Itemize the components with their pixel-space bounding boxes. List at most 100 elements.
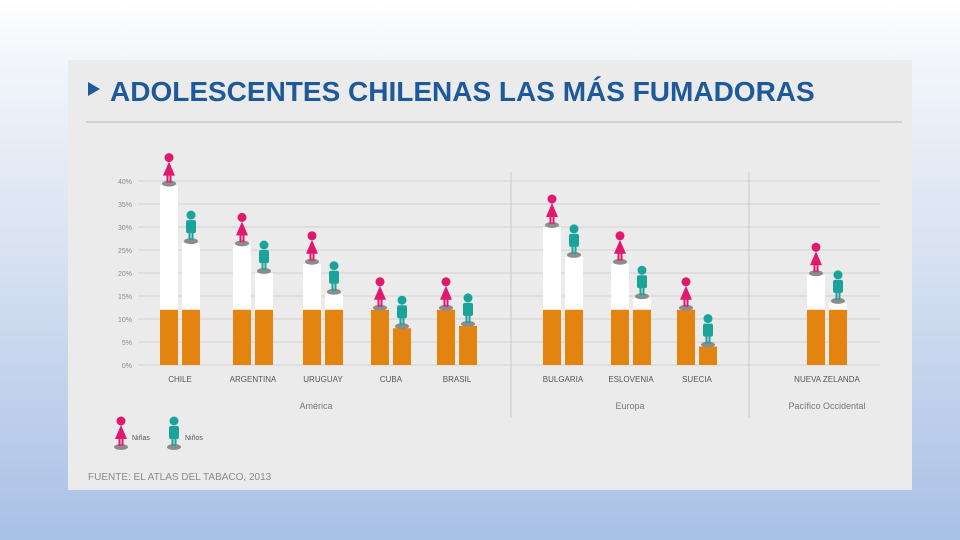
- figure-leg: [402, 317, 405, 326]
- bar-base: [437, 309, 455, 365]
- figure-leg: [574, 245, 577, 254]
- category-label: BULGARIA: [543, 375, 584, 384]
- figure-head: [164, 153, 174, 163]
- figure-leg: [121, 438, 124, 446]
- figure-head: [397, 295, 407, 305]
- pedestal: [305, 258, 319, 265]
- figure-head: [811, 242, 821, 252]
- y-tick-label: 20%: [118, 271, 132, 278]
- pedestal: [831, 297, 845, 304]
- bar-upper: [182, 243, 200, 310]
- girls-bar: [807, 275, 825, 365]
- figure-dress: [306, 239, 318, 254]
- boy-figure-icon: [257, 240, 271, 274]
- girl-figure-icon: [679, 277, 693, 311]
- pedestal: [257, 268, 271, 274]
- girl-figure-icon: [545, 194, 559, 228]
- figure-head: [169, 416, 179, 426]
- y-tick-label: 5%: [122, 340, 132, 347]
- figure-body: [569, 233, 579, 247]
- pedestal: [162, 180, 176, 187]
- figure-body: [703, 323, 713, 337]
- boys-bar: [325, 293, 343, 365]
- figure-leg: [188, 232, 191, 241]
- boy-figure-icon: [167, 416, 181, 450]
- figure-head: [615, 231, 625, 241]
- girls-bar: [611, 263, 629, 365]
- figure-leg: [549, 216, 552, 224]
- figure-leg: [239, 234, 242, 243]
- pedestal: [545, 222, 559, 228]
- region-label: Europa: [615, 401, 644, 411]
- figure-body: [637, 275, 647, 289]
- figure-leg: [264, 262, 267, 270]
- figure-leg: [174, 438, 177, 446]
- boy-figure-icon: [395, 295, 409, 330]
- figure-body: [169, 426, 179, 439]
- pedestal: [567, 251, 581, 258]
- figure-head: [703, 314, 713, 324]
- boy-figure-icon: [184, 210, 198, 245]
- figure-leg: [399, 317, 402, 326]
- y-tick-label: 25%: [118, 248, 132, 255]
- bar-base: [633, 309, 651, 365]
- bar-base: [543, 309, 561, 365]
- figure-head: [116, 416, 126, 426]
- bar-base: [677, 309, 695, 365]
- bar-base: [371, 309, 389, 365]
- girl-figure-icon: [162, 153, 176, 187]
- figure-leg: [686, 298, 689, 307]
- region-label: América: [299, 401, 332, 411]
- bar-base: [699, 346, 717, 365]
- boys-bar: [633, 298, 651, 365]
- boy-figure-icon: [635, 265, 649, 300]
- girl-figure-icon: [613, 231, 627, 265]
- figure-head: [186, 210, 196, 220]
- bar-base: [807, 309, 825, 365]
- boys-bar: [829, 302, 847, 365]
- category-label: SUECIA: [682, 375, 712, 384]
- y-tick-label: 10%: [118, 317, 132, 324]
- figure-body: [833, 279, 843, 293]
- figure-head: [833, 270, 843, 280]
- boys-bar: [255, 273, 273, 365]
- girls-bar: [160, 185, 178, 365]
- figure-leg: [377, 298, 380, 307]
- chart-panel: ADOLESCENTES CHILENAS LAS MÁS FUMADORAS …: [68, 60, 912, 490]
- category-label: ARGENTINA: [230, 375, 277, 384]
- girls-bar: [437, 309, 455, 365]
- y-tick-label: 30%: [118, 225, 132, 232]
- pedestal: [235, 240, 249, 247]
- figure-dress: [546, 203, 558, 217]
- figure-head: [259, 240, 269, 250]
- figure-leg: [309, 252, 312, 261]
- pedestal: [439, 304, 453, 311]
- figure-dress: [680, 285, 692, 300]
- bar-upper: [325, 293, 343, 310]
- pedestal: [167, 444, 181, 450]
- figure-leg: [443, 298, 446, 307]
- figure-head: [637, 265, 647, 275]
- boy-figure-icon: [831, 270, 845, 304]
- figure-dress: [614, 239, 626, 254]
- category-label: CUBA: [380, 375, 403, 384]
- bar-upper: [543, 227, 561, 310]
- bar-base: [182, 309, 200, 365]
- figure-body: [329, 270, 339, 284]
- figure-leg: [191, 232, 194, 241]
- figure-dress: [163, 161, 175, 176]
- category-label: BRASIL: [443, 375, 472, 384]
- figure-leg: [708, 335, 711, 344]
- pedestal: [635, 293, 649, 300]
- figure-leg: [242, 234, 245, 243]
- y-tick-label: 15%: [118, 294, 132, 301]
- chart-svg: ADOLESCENTES CHILENAS LAS MÁS FUMADORAS …: [86, 76, 902, 483]
- legend-label: Niños: [185, 435, 203, 442]
- figure-leg: [166, 174, 169, 183]
- bar-upper: [633, 298, 651, 310]
- figure-leg: [331, 282, 334, 291]
- pedestal: [373, 304, 387, 311]
- bar-base: [303, 309, 321, 365]
- girls-bar: [303, 263, 321, 365]
- figure-leg: [683, 298, 686, 307]
